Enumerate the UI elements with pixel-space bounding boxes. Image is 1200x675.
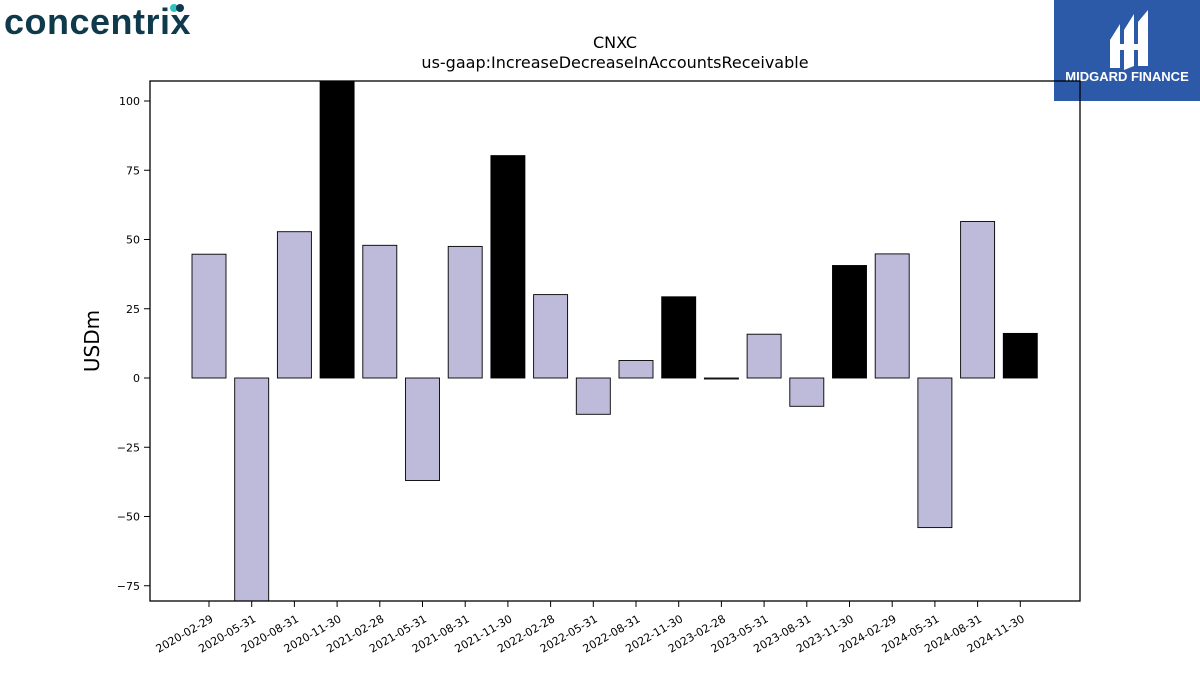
bar-2020-05-31 xyxy=(234,377,270,602)
bars-group xyxy=(191,80,1038,602)
y-tick-label: −50 xyxy=(117,511,140,524)
bar-2023-11-30 xyxy=(832,265,867,379)
y-tick-label: 25 xyxy=(126,303,140,316)
y-tick-label: −25 xyxy=(117,441,140,454)
concentrix-logo-text: concentrix xyxy=(4,1,191,42)
bar-2024-08-31 xyxy=(960,221,996,379)
bar-2020-02-29 xyxy=(191,253,227,379)
bar-2022-11-30 xyxy=(661,296,697,379)
bar-2020-08-31 xyxy=(276,231,312,379)
plot-frame xyxy=(149,80,1081,602)
y-tick-label: 0 xyxy=(133,372,140,385)
bar-2021-05-31 xyxy=(405,377,440,481)
bar-2024-05-31 xyxy=(917,377,953,529)
bar-2023-02-28 xyxy=(703,377,739,380)
bar-2021-02-28 xyxy=(362,244,398,379)
bar-2023-08-31 xyxy=(789,377,825,407)
bar-2021-08-31 xyxy=(447,245,483,379)
bar-2022-08-31 xyxy=(618,360,654,379)
bar-2024-11-30 xyxy=(1002,332,1038,379)
x-axis-ticks: 2020-02-292020-05-312020-08-312020-11-30… xyxy=(154,601,1027,656)
chart-title: CNXC xyxy=(593,33,637,52)
midgard-finance-text: MIDGARD FINANCE xyxy=(1065,69,1189,84)
bar-2023-05-31 xyxy=(746,333,782,379)
y-tick-label: −75 xyxy=(117,580,140,593)
bar-2022-05-31 xyxy=(575,377,611,415)
y-tick-label: 100 xyxy=(119,95,140,108)
midgard-emblem-icon xyxy=(1110,10,1148,70)
bar-2020-11-30 xyxy=(319,80,355,379)
bar-2022-02-28 xyxy=(533,294,569,379)
y-axis-label: USDm xyxy=(80,310,104,372)
bar-2024-02-29 xyxy=(874,253,910,379)
y-tick-label: 50 xyxy=(126,234,140,247)
y-tick-label: 75 xyxy=(126,164,140,177)
chart-subtitle: us-gaap:IncreaseDecreaseInAccountsReceiv… xyxy=(421,53,808,72)
bar-2021-11-30 xyxy=(490,155,526,379)
concentrix-logo: concentrix xyxy=(4,0,214,48)
y-axis-ticks: −75 −50 −25 0 25 50 75 100 xyxy=(117,95,150,593)
midgard-finance-logo: MIDGARD FINANCE xyxy=(1054,0,1200,101)
